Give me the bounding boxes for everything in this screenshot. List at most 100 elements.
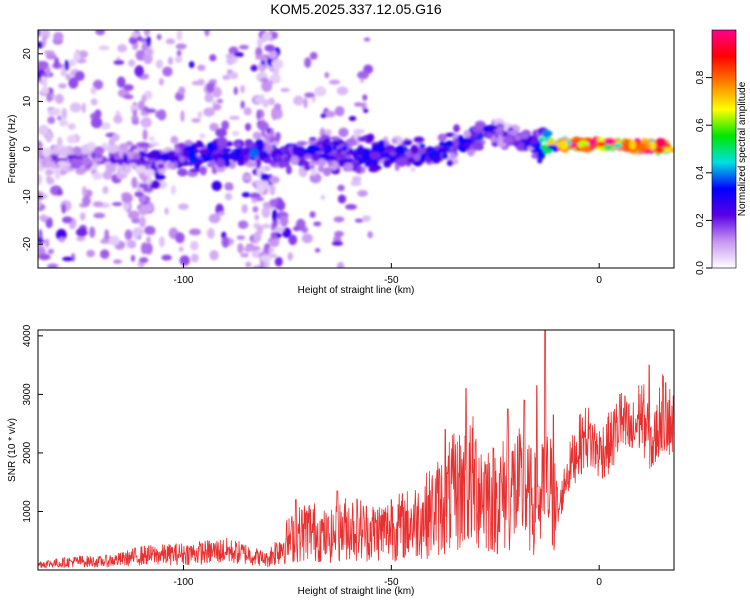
spectrogram-ridge-cell [362, 154, 371, 160]
spectrogram-noise-cell [276, 200, 286, 211]
spectrogram-noise-cell [170, 185, 177, 195]
spectrogram-ridge-cell [444, 140, 456, 147]
spectrogram-noise-cell [268, 247, 275, 253]
spectrogram-y-axis-label: Frequency (Hz) [7, 115, 18, 184]
spectrogram-noise-cell [292, 226, 301, 232]
spectrogram-noise-cell [272, 107, 283, 120]
spectrogram-noise-cell [138, 183, 149, 189]
x-tick-label: 0 [596, 275, 602, 286]
spectrogram-ridge-cell [538, 136, 545, 143]
spectrogram-noise-cell [262, 201, 271, 208]
snr-marks [38, 330, 674, 569]
spectrogram-noise-cell [238, 44, 249, 50]
spectrogram-ridge-cell [38, 148, 44, 158]
spectrogram-ridge-cell [279, 146, 287, 154]
spectrogram-noise-cell [146, 176, 153, 185]
spectrogram-noise-cell [333, 216, 345, 223]
spectrogram-ridge-cell [628, 140, 636, 150]
spectrogram-noise-cell [237, 243, 244, 254]
spectrogram-noise-cell [197, 78, 205, 86]
spectrogram-noise-cell [270, 73, 281, 84]
colorbar-tick-label: 0.4 [695, 165, 706, 179]
spectrogram-ridge-cell [184, 139, 193, 146]
spectrogram-noise-cell [209, 122, 219, 132]
x-tick-label: 0 [596, 577, 602, 588]
spectrogram-ridge-cell [167, 162, 175, 169]
spectrogram-noise-cell [54, 57, 60, 69]
chart-title: KOM5.2025.337.12.05.G16 [270, 1, 441, 17]
spectrogram-noise-cell [274, 256, 283, 267]
spectrogram-ridge-cell [187, 149, 197, 160]
spectrogram-noise-cell [46, 177, 55, 185]
spectrogram-noise-cell [267, 97, 275, 106]
spectrogram-ridge-cell [419, 143, 426, 149]
spectrogram-noise-cell [313, 221, 322, 227]
spectrogram-ridge-cell [134, 164, 147, 174]
spectrogram-noise-cell [254, 96, 265, 104]
spectrogram-ridge-cell [371, 144, 378, 154]
spectrogram-ridge-cell [540, 144, 550, 150]
spectrogram-noise-cell [271, 209, 278, 222]
spectrogram-noise-cell [269, 237, 280, 248]
spectrogram-noise-cell [158, 236, 165, 248]
spectrogram-y-ticks: 20 10 0 -10 -20 [22, 48, 43, 251]
spectrogram-noise-cell [256, 109, 261, 121]
spectrogram-noise-cell [102, 186, 109, 195]
spectrogram-noise-cell [38, 253, 51, 261]
spectrogram-noise-cell [42, 76, 48, 89]
spectrogram-ridge-cell [70, 158, 79, 164]
spectrogram-noise-cell [128, 59, 136, 67]
spectrogram-noise-cell [175, 232, 185, 244]
colorbar-ticks: 0.0 0.2 0.4 0.6 0.8 [695, 70, 712, 275]
spectrogram-noise-cell [259, 261, 265, 268]
spectrogram-noise-cell [240, 252, 250, 258]
spectrogram-ridge-cell [537, 151, 546, 160]
spectrogram-x-ticks: -100 -50 0 [173, 263, 602, 286]
spectrogram-noise-cell [167, 56, 174, 66]
spectrogram-ridge-cell [395, 157, 408, 167]
spectrogram-ridge-cell [334, 153, 347, 160]
y-tick-label: 1000 [22, 500, 33, 523]
spectrogram-noise-cell [145, 47, 154, 56]
colorbar: 0.0 0.2 0.4 0.6 0.8 Normalized spectral ampl… [695, 29, 748, 275]
spectrogram-noise-cell [320, 113, 327, 119]
spectrogram-noise-cell [225, 53, 234, 58]
spectrogram-noise-cell [212, 86, 222, 98]
spectrogram-noise-cell [111, 201, 123, 207]
spectrogram-noise-cell [132, 109, 138, 116]
spectrogram-noise-cell [56, 115, 62, 121]
spectrogram-ridge-cell [463, 130, 471, 138]
spectrogram-ridge-cell [160, 155, 171, 161]
spectrogram-ridge-cell [383, 159, 392, 168]
spectrogram-noise-cell [127, 240, 137, 249]
spectrogram-noise-cell [229, 115, 240, 120]
spectrogram-ridge-cell [413, 152, 421, 162]
spectrogram-noise-cell [38, 30, 41, 37]
spectrogram-noise-cell [328, 79, 341, 85]
x-tick-label: -50 [384, 577, 399, 588]
spectrogram-noise-cell [233, 52, 244, 58]
spectrogram-noise-cell [263, 133, 271, 141]
spectrogram-ridge-cell [157, 163, 165, 169]
spectrogram-ridge-cell [552, 145, 558, 152]
spectrogram-noise-cell [92, 79, 104, 90]
spectrogram-noise-cell [92, 201, 104, 208]
spectrogram-ridge-cell [285, 165, 292, 175]
spectrogram-noise-cell [61, 216, 73, 224]
spectrogram-noise-cell [324, 71, 330, 79]
spectrogram-ridge-cell [384, 144, 396, 152]
spectrogram-noise-cell [51, 108, 61, 116]
spectrogram-noise-cell [121, 192, 133, 204]
spectrogram-ridge-cell [132, 153, 141, 160]
spectrogram-noise-cell [350, 180, 362, 187]
spectrogram-noise-cell [94, 109, 102, 119]
spectrogram-noise-cell [229, 71, 239, 80]
spectrogram-ridge-cell [442, 153, 449, 160]
spectrogram-noise-cell [64, 59, 70, 71]
spectrogram-ridge-cell [245, 161, 258, 168]
spectrogram-noise-cell [177, 168, 188, 177]
spectrogram-ridge-cell [431, 154, 441, 164]
spectrogram-noise-cell [90, 117, 103, 129]
spectrogram-noise-cell [141, 43, 148, 52]
